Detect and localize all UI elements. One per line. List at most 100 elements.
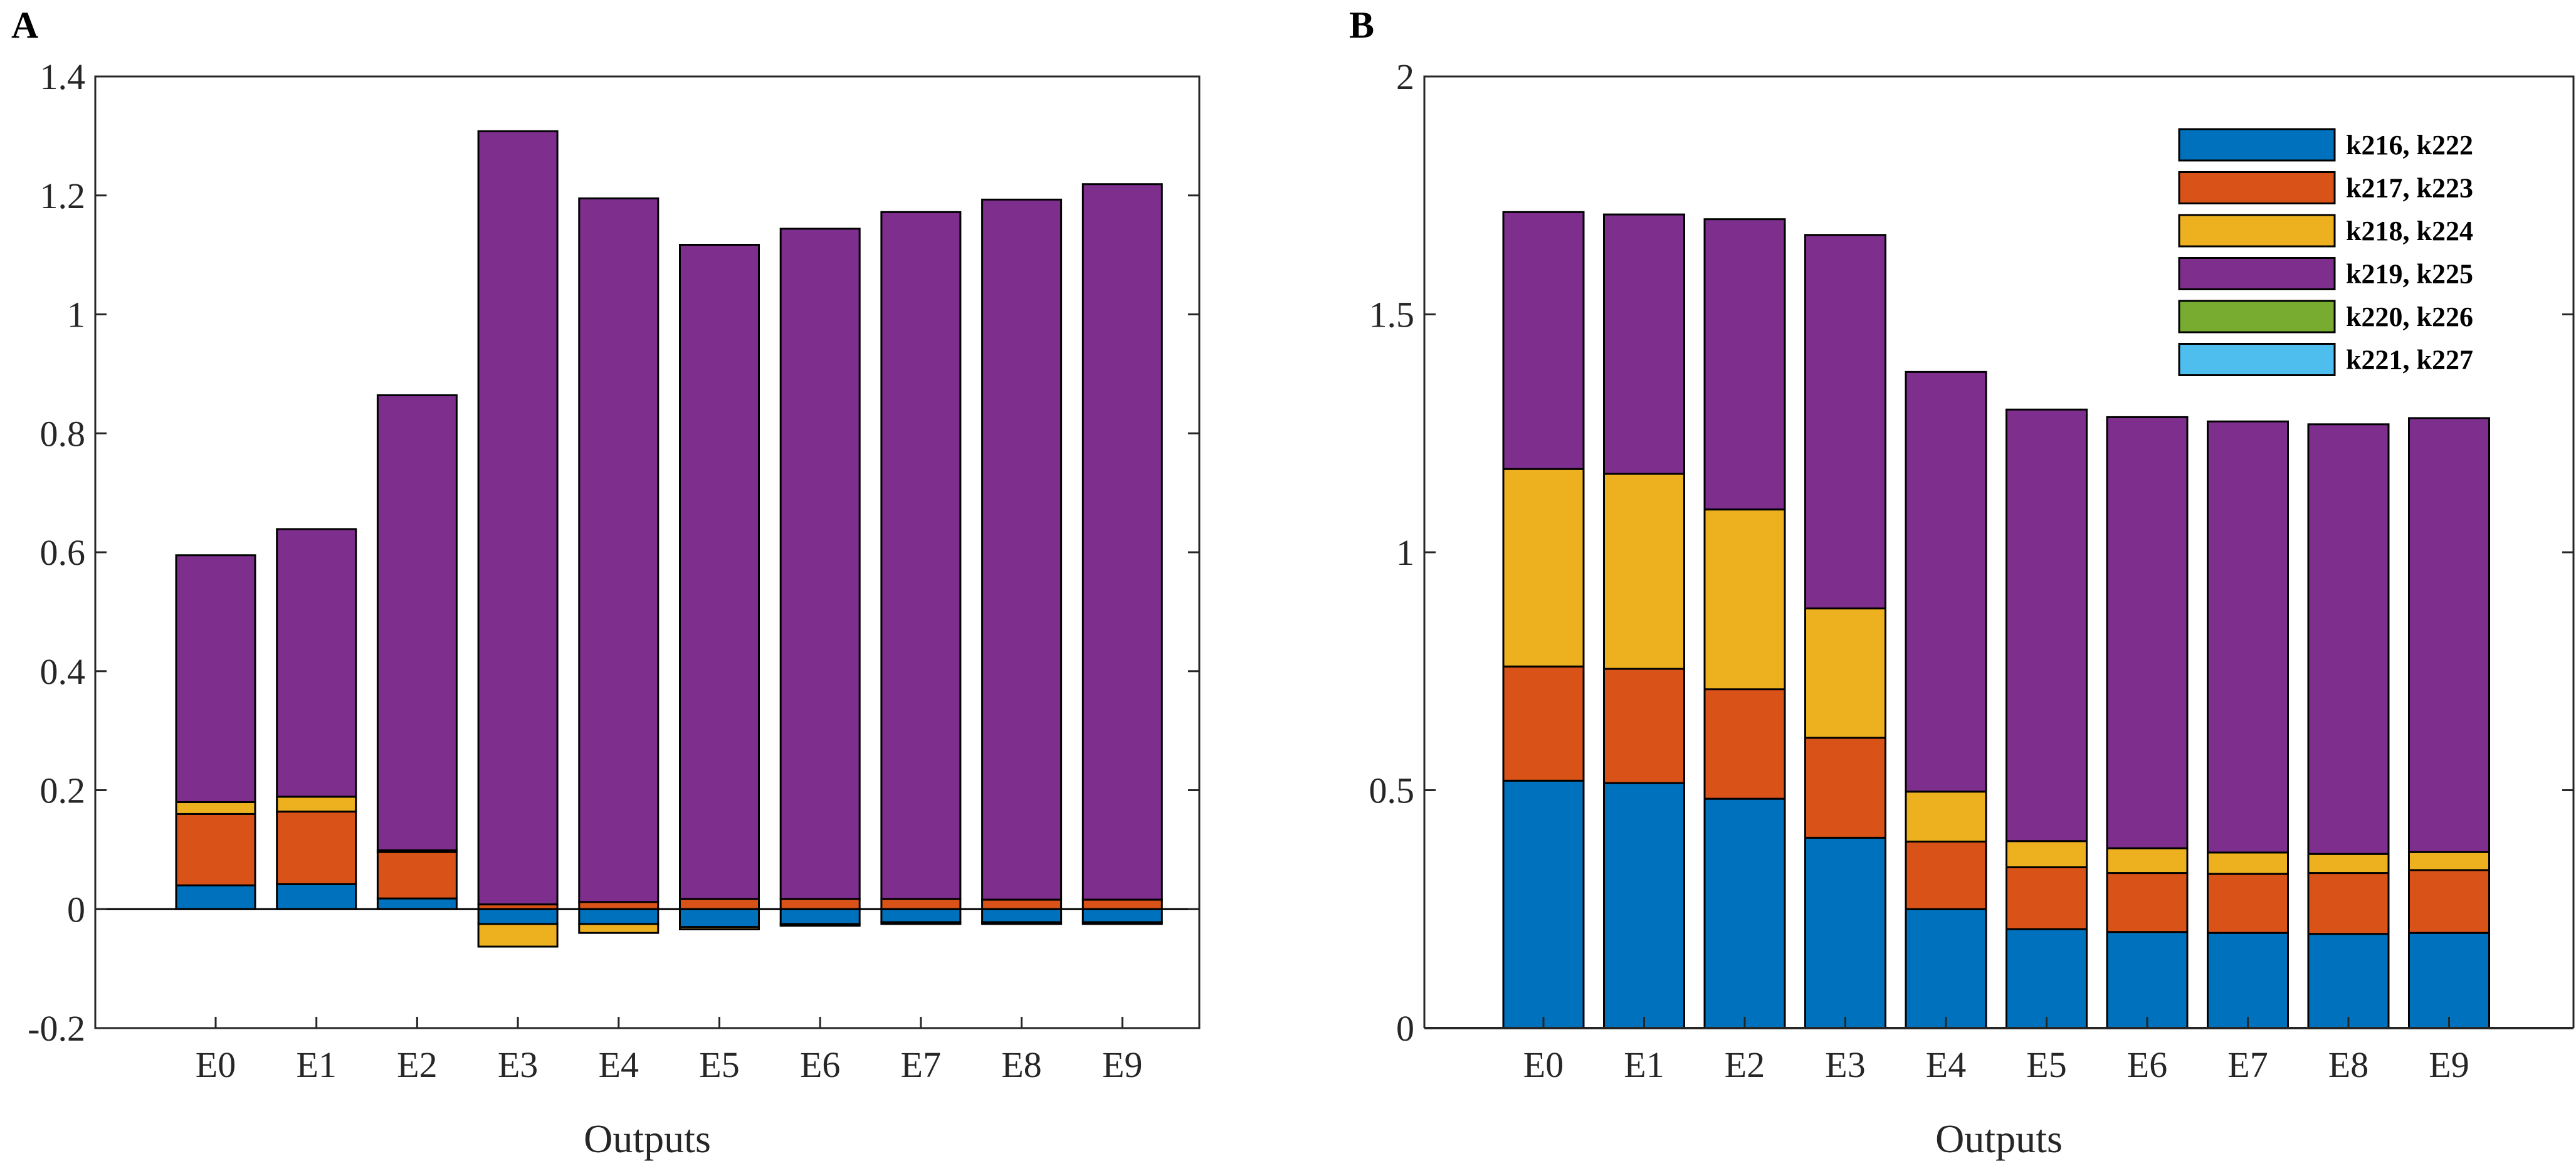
chart-1-bar-E0-s3	[1502, 211, 1585, 470]
chart-1-bar-E7-s0	[2207, 932, 2289, 1029]
chart-0-xtick-label-E0: E0	[196, 1044, 236, 1085]
chart-1-xtick-label-E5: E5	[2026, 1044, 2066, 1085]
chart-0-xtick-label-E2: E2	[397, 1044, 437, 1085]
chart-1-xtick-label-E0: E0	[1523, 1044, 1564, 1085]
chart-0-bar-E9-s3	[1081, 183, 1163, 901]
chart-0-bar-E9-s1	[1081, 898, 1163, 910]
chart-0-bar-E1-s2	[276, 796, 357, 813]
chart-0-bar-E9-s2	[1081, 921, 1163, 925]
chart-1-xlabel: Outputs	[1935, 1116, 2063, 1161]
chart-1-bar-E0-s0	[1502, 779, 1585, 1029]
chart-0-bar-E1-s1	[276, 811, 357, 885]
chart-0-ytick-label: 0.6	[40, 532, 86, 573]
chart-1-bar-E3-s2	[1804, 607, 1886, 739]
panel-b-label: B	[1349, 4, 1374, 46]
chart-1-ytick-label: 0.5	[1369, 770, 1415, 811]
chart-0-bar-E5-s3	[679, 243, 760, 900]
chart-0-bar-E8-s0	[981, 908, 1063, 923]
chart-1-bar-E0-s2	[1502, 468, 1585, 668]
chart-1-bar-E7-s3	[2207, 420, 2289, 854]
chart-0-xtick-label-E9: E9	[1102, 1044, 1142, 1085]
chart-0-bar-E1-s0	[276, 883, 357, 910]
chart-0-ytick-label: 1.2	[40, 176, 86, 216]
chart-1-legend-label-5: k221, k227	[2346, 345, 2473, 376]
chart-0-bar-E7-s3	[880, 211, 962, 900]
chart-1-bar-E1-s3	[1603, 213, 1685, 475]
chart-1-xtick-label-E8: E8	[2328, 1044, 2368, 1085]
panel-b: B 0 0.5 1 1.5 2 E0 E1 E2 E3 E4 E5 E6 E7 E8 E9 Outputs k2…	[1349, 4, 2575, 1161]
chart-1-legend-label-4: k220, k226	[2346, 302, 2473, 332]
chart-1-xtick-label-E2: E2	[1725, 1044, 1765, 1085]
chart-1-bar-E8-s3	[2307, 423, 2390, 855]
chart-0-bar-E0-s2	[175, 801, 256, 815]
chart-1-bar-E6-s0	[2106, 931, 2189, 1029]
chart-1-bar-E2-s1	[1703, 688, 1786, 800]
chart-1-bar-E7-s1	[2207, 873, 2289, 934]
chart-1-bar-E3-s1	[1804, 737, 1886, 839]
panel-a: A -0.2 0 0.2 0.4 0.6 0.8 1 1.2 1.4 E0 E1 E2 E3 E4 E5 E6…	[11, 4, 1201, 1161]
chart-1-bar-E0-s1	[1502, 665, 1585, 782]
chart-1-bar-E2-s3	[1703, 218, 1786, 511]
chart-1-bar-E6-s3	[2106, 416, 2189, 849]
chart-0-bar-E7-s2	[880, 921, 962, 925]
chart-0-bar-E5-s1	[679, 898, 760, 910]
chart-1-bar-E9-s0	[2408, 932, 2490, 1029]
chart-0-bar-E5-s0	[679, 908, 760, 928]
chart-1-xtick-label-E1: E1	[1624, 1044, 1664, 1085]
chart-0-bar-E0-s0	[175, 884, 256, 910]
chart-0-bar-E8-s3	[981, 198, 1063, 901]
chart-1-bar-E5-s0	[2006, 928, 2088, 1029]
chart-1-bar-E3-s0	[1804, 836, 1886, 1029]
chart-1-legend-swatch-0	[2178, 128, 2336, 162]
chart-0-bar-E3-s3	[477, 130, 559, 906]
chart-0-ytick-label: 1	[67, 295, 85, 335]
chart-0-bar-E4-s2	[578, 923, 660, 934]
chart-0-bar-E4-s1	[578, 901, 660, 910]
chart-1-bar-E4-s3	[1905, 370, 1987, 793]
chart-0-bar-E1-s3	[276, 528, 357, 798]
chart-1-bar-E4-s1	[1905, 840, 1987, 910]
chart-1-legend-swatch-5	[2178, 343, 2336, 376]
chart-1-legend-label-1: k217, k223	[2346, 173, 2473, 204]
chart-0-bar-E6-s3	[779, 228, 861, 900]
chart-1-legend-swatch-4	[2178, 300, 2336, 334]
chart-0-xtick-label-E4: E4	[599, 1044, 639, 1085]
chart-1-bar-E4-s2	[1905, 790, 1987, 843]
chart-0-bar-E6-s2	[779, 923, 861, 927]
chart-0-xtick-label-E3: E3	[498, 1044, 538, 1085]
chart-0-ytick-label: 0.8	[40, 413, 86, 454]
chart-1-xtick-label-E9: E9	[2429, 1044, 2469, 1085]
chart-0-bar-E7-s1	[880, 898, 962, 910]
chart-0-bar-E9-s0	[1081, 908, 1163, 923]
chart-1-bar-E8-s0	[2307, 933, 2390, 1029]
chart-1-xtick-label-E3: E3	[1825, 1044, 1865, 1085]
chart-0-bar-E2-s0	[376, 897, 458, 910]
chart-0-bar-E4-s3	[578, 197, 660, 903]
chart-0-xtick-label-E5: E5	[699, 1044, 739, 1085]
chart-1-ytick-label: 1.5	[1369, 295, 1415, 335]
chart-0-bar-E0-s3	[175, 554, 256, 803]
chart-0-bar-E2-s3	[376, 394, 458, 851]
chart-0-bar-E3-s0	[477, 908, 559, 925]
chart-1-xtick-label-E7: E7	[2227, 1044, 2268, 1085]
chart-1-ytick-label: 0	[1396, 1008, 1414, 1049]
chart-0-bar-E4-s0	[578, 908, 660, 925]
chart-1-legend-swatch-1	[2178, 171, 2336, 204]
chart-1-legend-label-0: k216, k222	[2346, 130, 2473, 160]
chart-1-ytick-label: 1	[1396, 532, 1414, 573]
chart-1-bar-E4-s0	[1905, 908, 1987, 1029]
chart-1-legend-label-2: k218, k224	[2346, 216, 2473, 246]
chart-1-bar-E5-s3	[2006, 408, 2088, 843]
chart-0-bar-E3-s2	[477, 923, 559, 948]
chart-1-bar-E6-s2	[2106, 847, 2189, 874]
chart-0-bar-E6-s1	[779, 898, 861, 910]
chart-0-bar-E7-s0	[880, 908, 962, 923]
chart-1-bar-E1-s1	[1603, 668, 1685, 784]
chart-1-xtick-label-E4: E4	[1926, 1044, 1966, 1085]
chart-1-bar-E8-s1	[2307, 872, 2390, 935]
chart-1-bar-E9-s2	[2408, 851, 2490, 871]
chart-1-bar-E7-s2	[2207, 851, 2289, 875]
chart-1-bar-E5-s2	[2006, 840, 2088, 868]
chart-0-xtick-label-E1: E1	[296, 1044, 336, 1085]
